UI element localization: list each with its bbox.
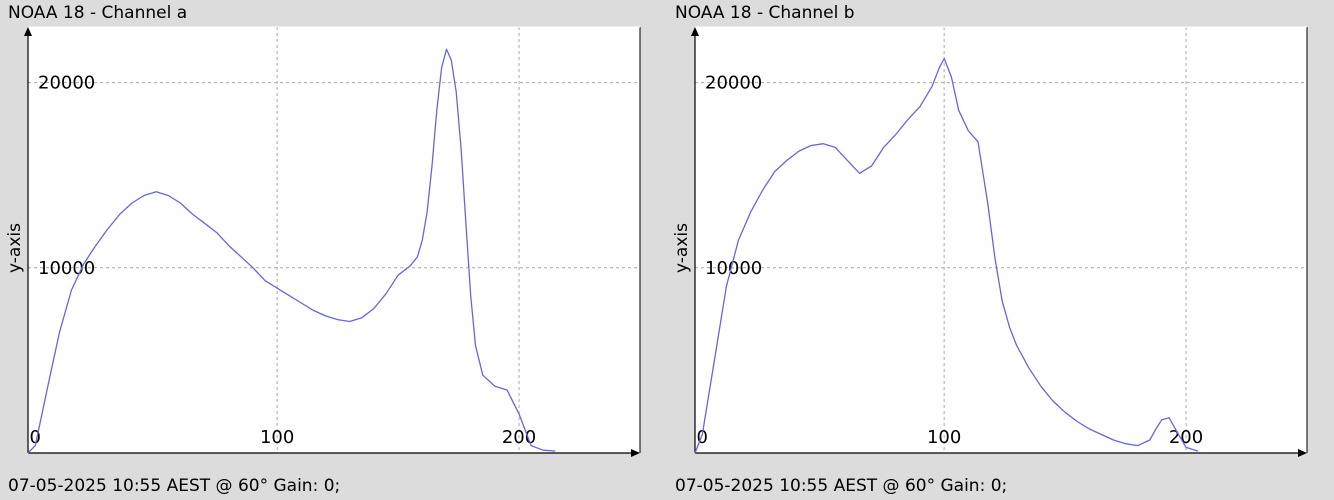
y-tick-label: 10000 [38, 258, 95, 279]
y-tick-label: 20000 [38, 73, 95, 94]
chart-panel-a: NOAA 18 - Channel a 0 100 200 10000 20000 y-a… [5, 3, 641, 496]
x-tick-label: 100 [260, 427, 294, 448]
chart-a: 0 100 200 10000 20000 y-axis [5, 26, 641, 457]
chart-title: NOAA 18 - Channel b [675, 3, 855, 23]
y-axis-label: y-axis [5, 223, 25, 273]
y-axis-label: y-axis [672, 223, 692, 273]
y-axis-arrow [24, 27, 32, 36]
chart-b: 0 100 200 10000 20000 y-axis [672, 26, 1308, 457]
x-tick-label: 0 [697, 427, 708, 448]
chart-panel-b: NOAA 18 - Channel b 0 100 200 10000 20000 y-a… [667, 0, 1334, 500]
x-axis-arrow [631, 449, 640, 457]
plot-area [695, 27, 1307, 453]
series-line [694, 57, 1199, 454]
chart-footer: 07-05-2025 10:55 AEST @ 60° Gain: 0; [675, 476, 1008, 496]
y-tick-label: 10000 [705, 258, 762, 279]
x-tick-label: 0 [30, 427, 41, 448]
chart-title: NOAA 18 - Channel a [8, 3, 188, 23]
chart-footer: 07-05-2025 10:55 AEST @ 60° Gain: 0; [8, 476, 341, 496]
x-tick-label: 200 [502, 427, 536, 448]
x-tick-label: 100 [927, 427, 961, 448]
plot-area [28, 27, 640, 453]
series-line [27, 48, 556, 454]
y-tick-label: 20000 [705, 73, 762, 94]
y-axis-arrow [691, 27, 699, 36]
x-tick-label: 200 [1169, 427, 1203, 448]
x-axis-arrow [1298, 449, 1307, 457]
